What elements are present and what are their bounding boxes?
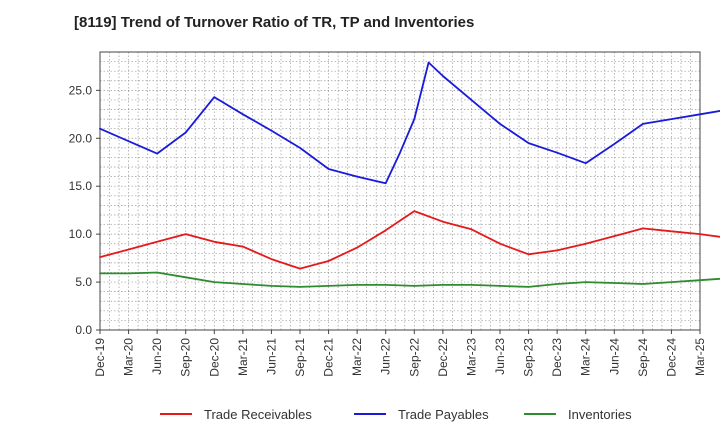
legend-label: Trade Payables [398,407,489,422]
y-tick-label: 15.0 [69,179,93,193]
x-tick-label: Mar-23 [464,338,478,376]
x-tick-label: Mar-25 [693,338,707,376]
x-tick-label: Sep-23 [522,338,536,377]
x-tick-label: Dec-19 [93,338,107,377]
x-tick-label: Sep-20 [179,338,193,377]
legend: Trade Receivables Trade Payables Inventori… [160,407,632,422]
series-line-trade-payables [99,61,720,185]
x-tick-label: Mar-24 [579,338,593,376]
legend-label: Trade Receivables [204,407,312,422]
x-tick-label: Jun-20 [150,338,164,375]
x-tick-label: Dec-20 [207,338,221,377]
chart-title: [8119] Trend of Turnover Ratio of TR, TP… [74,14,475,31]
axes: 0.0 5.0 10.0 15.0 20.0 25.0 Dec-19 Mar-20 Jun-20… [69,51,707,377]
x-tick-label: Dec-24 [664,338,678,377]
series-lines [99,61,720,288]
y-tick-label: 25.0 [69,83,93,97]
x-tick-label: Dec-21 [322,338,336,377]
y-tick-label: 0.0 [75,323,92,337]
x-tick-label: Jun-21 [264,338,278,375]
legend-label: Inventories [568,407,632,422]
y-tick-label: 20.0 [69,131,93,145]
y-tick-label: 5.0 [75,275,92,289]
x-tick-label: Sep-24 [636,338,650,377]
plot-frame [99,51,701,331]
x-tick-label: Dec-22 [436,338,450,377]
x-tick-label: Sep-21 [293,338,307,377]
y-tick-label: 10.0 [69,227,93,241]
x-tick-label: Jun-22 [379,338,393,375]
x-tick-label: Jun-23 [493,338,507,375]
x-tick-label: Jun-24 [607,338,621,375]
x-tick-label: Dec-23 [550,338,564,377]
x-tick-label: Mar-22 [350,338,364,376]
x-tick-label: Sep-22 [407,338,421,377]
x-tick-label: Mar-21 [236,338,250,376]
plot-area [100,52,700,330]
series-line-trade-receivables [99,210,720,270]
series-line-inventories [99,271,720,288]
x-tick-label: Mar-20 [122,338,136,376]
